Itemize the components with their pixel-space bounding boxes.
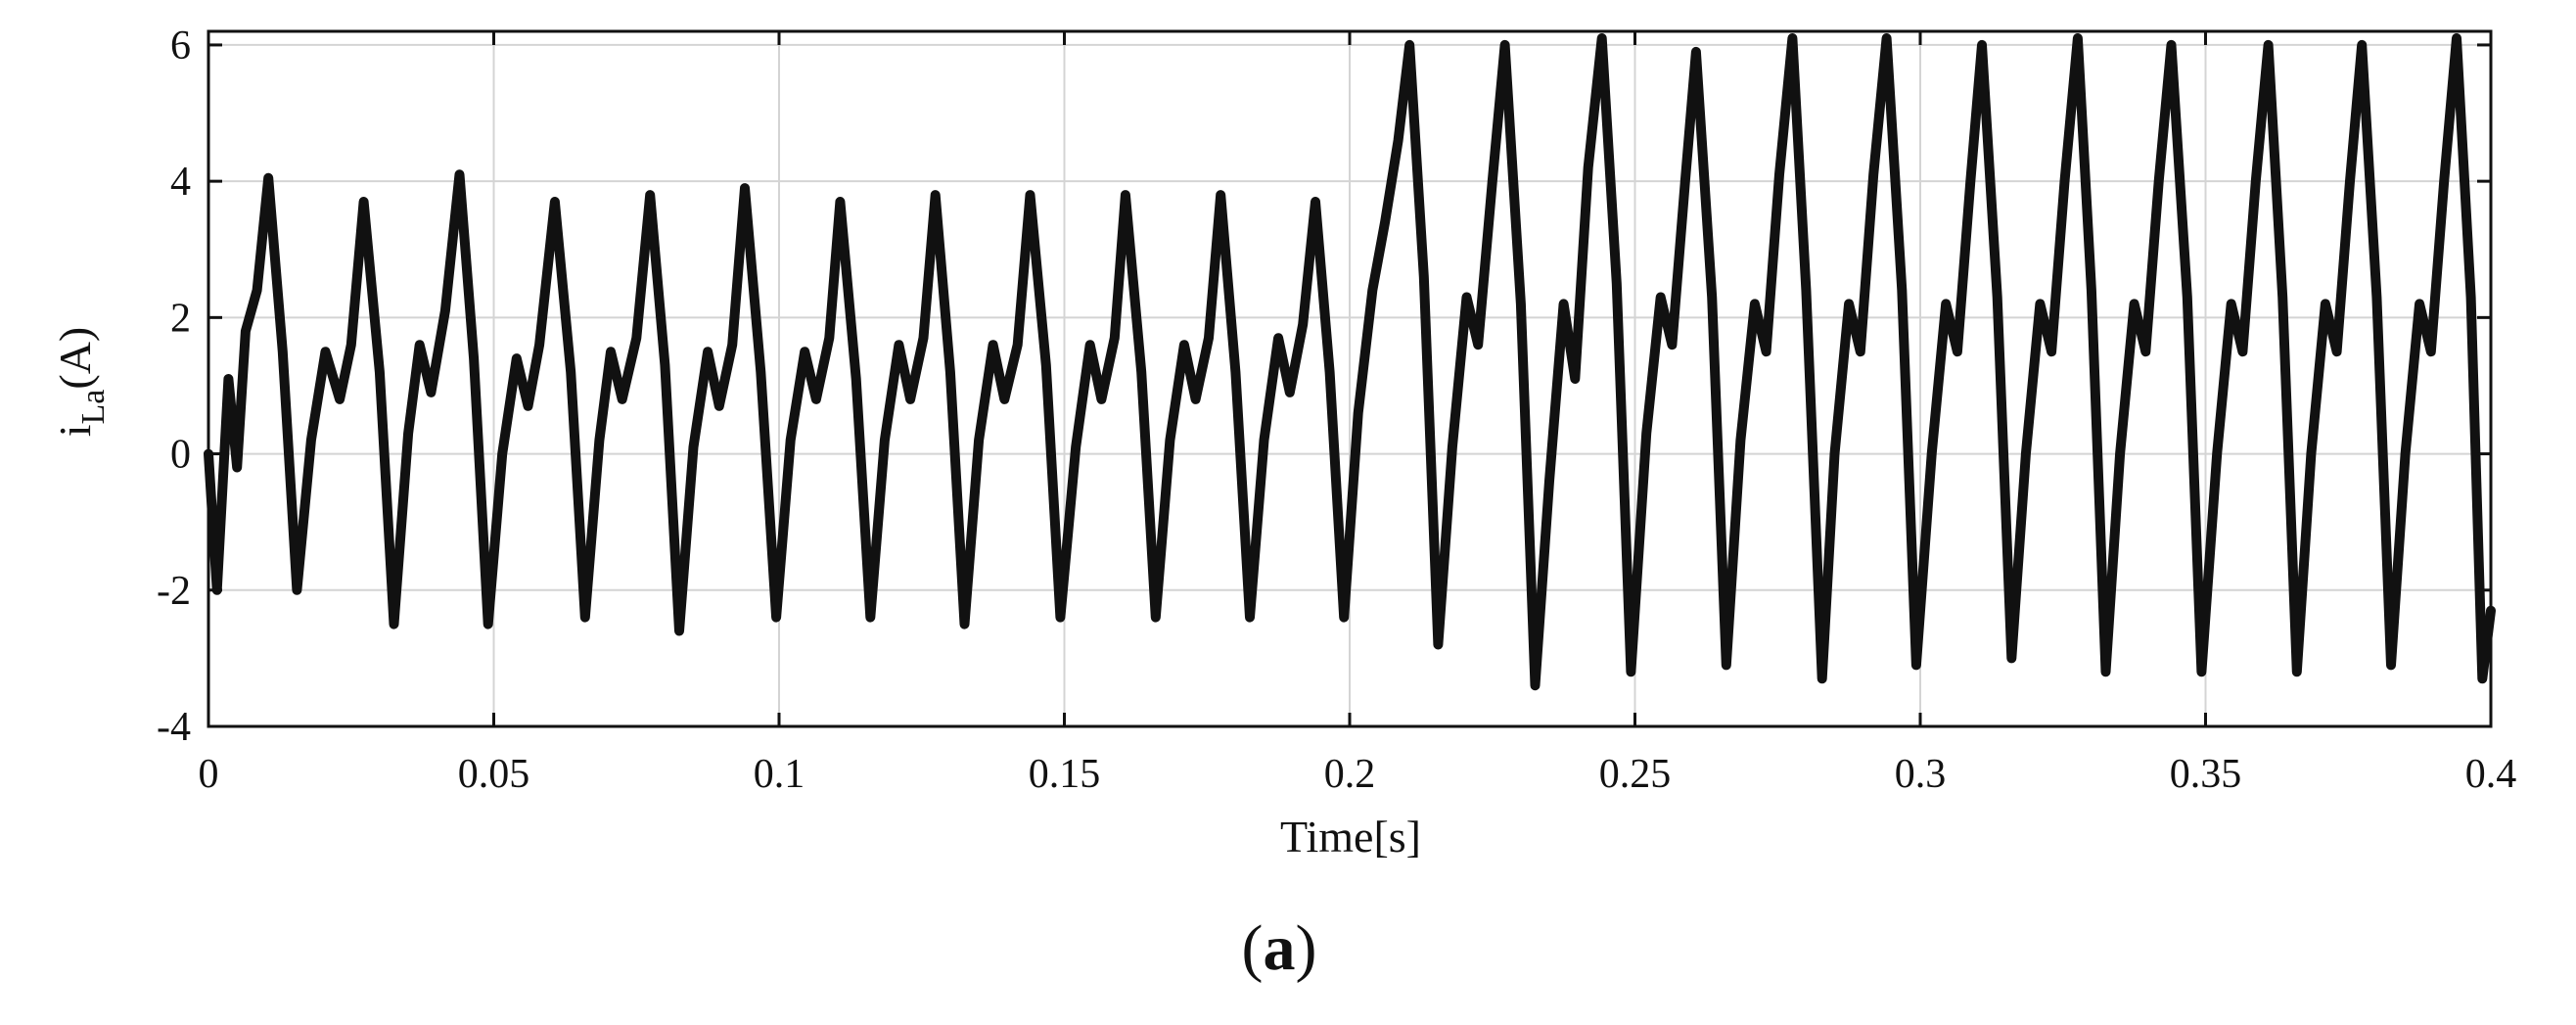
y-tick-label: -4 [157, 705, 191, 750]
y-tick-label: 4 [170, 160, 191, 205]
x-tick-label: 0 [199, 752, 219, 797]
panel-label-open: ( [1242, 912, 1264, 984]
panel-label: (a) [1242, 912, 1317, 984]
y-axis-label-subscript: La [75, 390, 112, 425]
y-tick-label: 6 [170, 23, 191, 69]
series-line-0 [204, 33, 2496, 691]
tick-marks [207, 31, 2493, 728]
x-axis-label: Time[s] [1280, 812, 1421, 862]
x-tick-label: 0.2 [1324, 752, 1376, 797]
panel-label-letter: a [1264, 912, 1296, 984]
y-tick-label: 2 [170, 296, 191, 341]
panel-label-close: ) [1296, 912, 1317, 984]
x-tick-label: 0.25 [1599, 752, 1672, 797]
y-axis-label-symbol: i [50, 424, 100, 437]
y-tick-labels: -4 -2 0 2 4 6 [157, 23, 191, 750]
x-tick-label: 0.35 [2170, 752, 2242, 797]
x-tick-label: 0.05 [458, 752, 530, 797]
x-tick-label: 0.4 [2465, 752, 2517, 797]
y-tick-label: -2 [157, 569, 191, 614]
x-tick-label: 0.15 [1029, 752, 1101, 797]
series-layer [204, 33, 2496, 691]
y-tick-label: 0 [170, 433, 191, 478]
x-tick-label: 0.1 [754, 752, 805, 797]
x-tick-label: 0.3 [1895, 752, 1947, 797]
x-tick-labels: 0 0.05 0.1 0.15 0.2 0.25 0.3 0.35 0.4 [199, 752, 2517, 797]
y-axis-label: iLa(A) [50, 327, 112, 438]
y-axis-label-unit: (A) [50, 327, 100, 390]
